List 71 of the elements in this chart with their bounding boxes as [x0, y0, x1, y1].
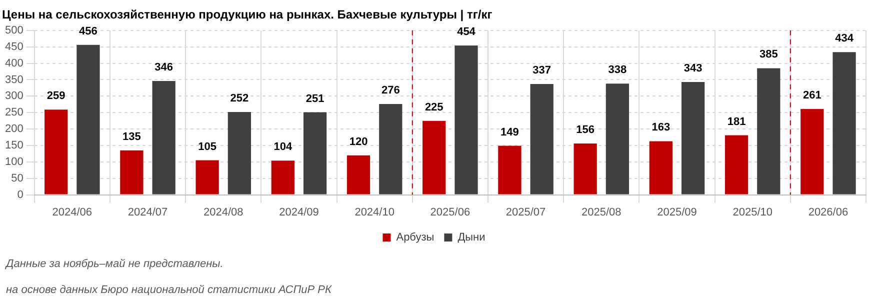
bar [228, 112, 251, 194]
x-tick-label: 2024/09 [279, 206, 319, 218]
y-tick-label: 150 [4, 140, 24, 152]
bar [196, 160, 219, 194]
data-label: 252 [230, 92, 249, 104]
x-tick-label: 2024/08 [203, 206, 244, 218]
data-label: 149 [500, 126, 519, 138]
x-tick-label: 2024/07 [128, 206, 168, 218]
bar [303, 112, 327, 194]
bar [606, 84, 630, 194]
y-tick-label: 200 [4, 123, 24, 136]
data-label: 225 [424, 101, 444, 114]
data-label: 120 [349, 136, 368, 148]
x-tick-label: 2024/10 [354, 206, 394, 218]
bar [454, 46, 478, 194]
bar [757, 68, 780, 194]
data-label: 337 [532, 64, 552, 77]
bar [152, 81, 176, 194]
data-label: 105 [198, 140, 216, 153]
x-tick-label: 2025/06 [430, 206, 470, 218]
data-label: 385 [759, 48, 778, 61]
text: на основе данных Бюро национальной статистики АСПиР РК [6, 284, 332, 296]
data-label: 163 [652, 122, 670, 134]
bar [379, 104, 402, 194]
bar [498, 146, 522, 194]
y-tick-label: 300 [4, 90, 24, 102]
y-tick-label: 350 [4, 74, 24, 86]
bar [271, 160, 294, 194]
y-tick-label: 50 [11, 172, 24, 184]
data-label: 104 [274, 141, 293, 154]
y-tick-label: 100 [4, 156, 24, 168]
legend-label: Арбузы [396, 232, 434, 244]
x-tick-label: 2025/10 [732, 206, 772, 218]
bar [120, 150, 144, 194]
bar [724, 135, 748, 194]
bar [44, 110, 68, 194]
bar [530, 84, 554, 194]
x-tick-label: 2025/08 [582, 206, 622, 218]
bar [346, 155, 370, 194]
data-label: 251 [306, 92, 324, 105]
y-tick-label: 0 [17, 188, 24, 201]
data-label: 343 [684, 62, 702, 75]
bar [76, 44, 100, 194]
y-tick-label: 250 [4, 106, 24, 119]
y-tick-label: 400 [4, 57, 24, 70]
data-label: 181 [727, 116, 746, 128]
bar [681, 82, 705, 194]
x-tick-label: 2026/06 [808, 206, 848, 218]
y-tick-label: 450 [4, 40, 24, 53]
y-tick-label: 500 [4, 24, 24, 36]
x-tick-label: 2024/06 [52, 206, 92, 218]
bar [422, 120, 446, 194]
data-label: 434 [835, 32, 854, 45]
legend-label: Дыни [458, 232, 486, 244]
bar [574, 144, 597, 194]
data-label: 338 [608, 64, 627, 76]
data-label: 259 [46, 90, 66, 102]
bar [649, 141, 672, 194]
x-tick-label: 2025/07 [506, 206, 546, 218]
bar [800, 108, 824, 194]
data-label: 456 [79, 25, 98, 38]
data-label: 261 [802, 90, 822, 102]
data-label: 156 [576, 124, 594, 136]
chart-title: Цены на сельскохозяйственную продукцию на рынках. Бахчевые культуры | тг/кг [2, 8, 492, 22]
text: Данные за ноябрь–май не представлены. [4, 258, 224, 270]
data-label: 346 [154, 62, 174, 74]
data-label: 454 [457, 26, 476, 38]
data-label: 276 [381, 84, 400, 97]
bar [832, 52, 856, 194]
x-tick-label: 2025/09 [657, 206, 697, 218]
data-label: 135 [122, 130, 141, 143]
